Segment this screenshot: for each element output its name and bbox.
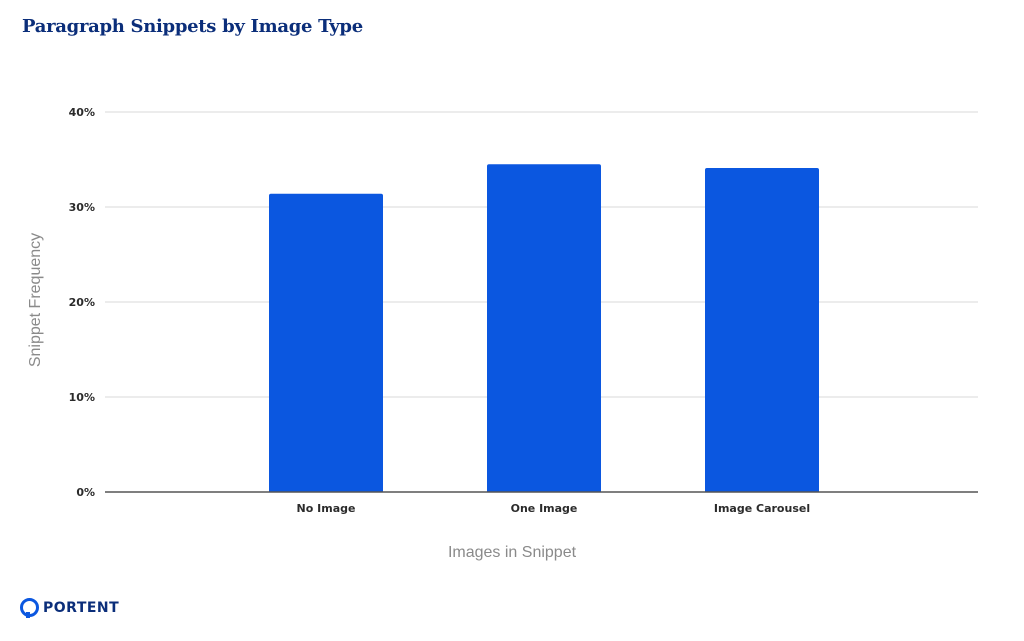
y-tick-label: 20% (69, 296, 95, 309)
chart-title: Paragraph Snippets by Image Type (22, 16, 363, 37)
logo-text: PORTENT (43, 599, 120, 616)
category-label: No Image (297, 502, 356, 515)
y-tick-label: 0% (76, 486, 95, 499)
bar (487, 164, 601, 492)
y-tick-label: 40% (69, 106, 95, 119)
category-labels: No Image One Image Image Carousel (297, 502, 811, 515)
y-tick-label: 10% (69, 391, 95, 404)
category-label: Image Carousel (714, 502, 810, 515)
y-axis-title: Snippet Frequency (27, 233, 44, 367)
y-tick-labels: 0% 10% 20% 30% 40% (69, 106, 95, 499)
portent-logo: PORTENT (20, 598, 120, 618)
bar (269, 193, 383, 492)
x-axis-title: Images in Snippet (448, 544, 577, 561)
portent-ring-icon (20, 598, 39, 618)
bars (269, 164, 819, 493)
y-tick-label: 30% (69, 201, 95, 214)
category-label: One Image (511, 502, 578, 515)
bar (705, 168, 819, 493)
